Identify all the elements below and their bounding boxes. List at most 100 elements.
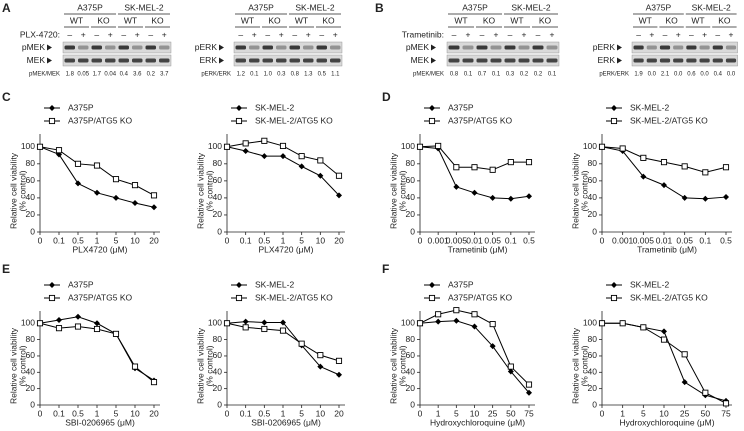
ratio-value: 0.7	[478, 72, 487, 78]
legend-label: SK-MEL-2	[630, 102, 669, 112]
treatment-sign: +	[162, 29, 167, 39]
marker-square	[55, 325, 63, 332]
y-axis-label: Relative cell viability	[195, 152, 205, 229]
y-tick-label: 80	[588, 158, 598, 168]
blot-band	[712, 45, 723, 50]
y-tick-label: 20	[588, 383, 598, 393]
y-tick-label: 80	[588, 334, 598, 344]
marker-diamond	[113, 194, 119, 201]
legend-marker	[428, 117, 436, 125]
x-tick-label: 25	[680, 408, 690, 418]
ratio-value: 0.1	[548, 72, 557, 78]
marker-square	[619, 320, 626, 327]
x-tick-label: 0.01	[466, 235, 483, 245]
marker-diamond	[453, 317, 460, 324]
marker-square	[471, 311, 478, 318]
blot-band	[462, 45, 474, 50]
ratio-value: 0.0	[727, 72, 736, 78]
ratio-value: 0.04	[104, 72, 116, 78]
marker-square	[507, 159, 514, 166]
row-arrow	[47, 44, 52, 51]
y-tick-label: 60	[26, 175, 36, 185]
x-tick-label: 5	[114, 235, 119, 245]
x-tick-label: 10	[470, 408, 480, 418]
blot-row-label: ERK	[598, 55, 616, 65]
treatment-label: PLX-4720:	[20, 29, 60, 39]
x-tick-label: 1	[281, 235, 286, 245]
y-tick-label: 40	[406, 367, 416, 377]
marker-square	[131, 182, 139, 189]
panel-label: B	[375, 1, 384, 15]
ratio-value: 0.4	[714, 72, 723, 78]
blot-strip	[233, 41, 343, 54]
blot-band	[118, 45, 129, 50]
ratio-label: pMEK/MEK	[413, 72, 444, 78]
blot-band	[91, 58, 102, 63]
ratio-value: 1.1	[331, 72, 340, 78]
marker-square	[416, 143, 424, 150]
x-tick-label: 0	[418, 408, 423, 418]
marker-square	[598, 143, 606, 150]
marker-square	[36, 320, 44, 327]
y-tick-label: 100	[21, 318, 35, 328]
x-tick-label: 0.05	[676, 235, 693, 245]
blot-band	[725, 58, 737, 63]
y-tick-label: 20	[26, 209, 36, 219]
marker-square	[640, 154, 647, 161]
treatment-sign: +	[252, 29, 257, 39]
ratio-value: 0.8	[450, 72, 459, 78]
x-tick-label: 20	[334, 235, 344, 245]
blot-band	[316, 45, 327, 50]
y-tick-label: 60	[588, 175, 598, 185]
ratio-value: 0.2	[534, 72, 543, 78]
x-tick-label: 0.01	[656, 235, 673, 245]
x-tick-label: 0.1	[240, 408, 252, 418]
marker-diamond	[280, 153, 286, 160]
x-tick-label: 0.001	[612, 235, 634, 245]
treatment-sign: –	[536, 29, 541, 39]
blot-band	[633, 58, 644, 63]
genotype-label: WT	[241, 15, 254, 25]
x-tick-label: 0.5	[72, 408, 84, 418]
marker-diamond	[75, 180, 81, 187]
blot-band	[235, 45, 246, 50]
treatment-sign: –	[67, 29, 72, 39]
marker-square	[279, 142, 287, 149]
blot-band	[159, 58, 170, 63]
blot-band	[725, 45, 737, 50]
marker-square	[489, 321, 496, 328]
x-tick-label: 50	[506, 408, 516, 418]
treatment-sign: –	[508, 29, 513, 39]
ratio-label: pMEK/MEK	[29, 72, 60, 78]
y-tick-label: 0	[30, 226, 35, 236]
legend-label: A375P/ATG5 KO	[448, 115, 512, 125]
marker-diamond	[317, 172, 324, 179]
x-tick-label: 1	[281, 408, 286, 418]
ratio-value: 0.6	[687, 72, 696, 78]
marker-square	[525, 381, 533, 388]
genotype-label: KO	[483, 15, 496, 25]
ratio-label: pERK/ERK	[599, 72, 629, 78]
blot-band	[448, 45, 460, 50]
ratio-value: 0.0	[700, 72, 709, 78]
marker-square	[131, 363, 139, 370]
marker-diamond	[471, 189, 478, 196]
ratio-value: 0.2	[520, 72, 529, 78]
ratio-value: 0.2	[147, 72, 156, 78]
y-tick-label: 100	[401, 318, 415, 328]
legend-marker	[235, 294, 243, 302]
y-axis-label: (% control)	[579, 345, 589, 386]
y-tick-label: 100	[583, 141, 597, 151]
cell-line-label: SK-MEL-2	[511, 2, 550, 12]
genotype-label: KO	[322, 15, 335, 25]
blot-band	[145, 58, 156, 63]
legend-label: A375P/ATG5 KO	[68, 292, 132, 302]
marker-square	[619, 145, 626, 152]
legend-marker	[610, 117, 618, 125]
marker-square	[298, 153, 305, 160]
blot-band	[132, 58, 143, 63]
marker-diamond	[507, 195, 514, 202]
blot-band	[262, 45, 273, 50]
marker-square	[261, 137, 268, 144]
